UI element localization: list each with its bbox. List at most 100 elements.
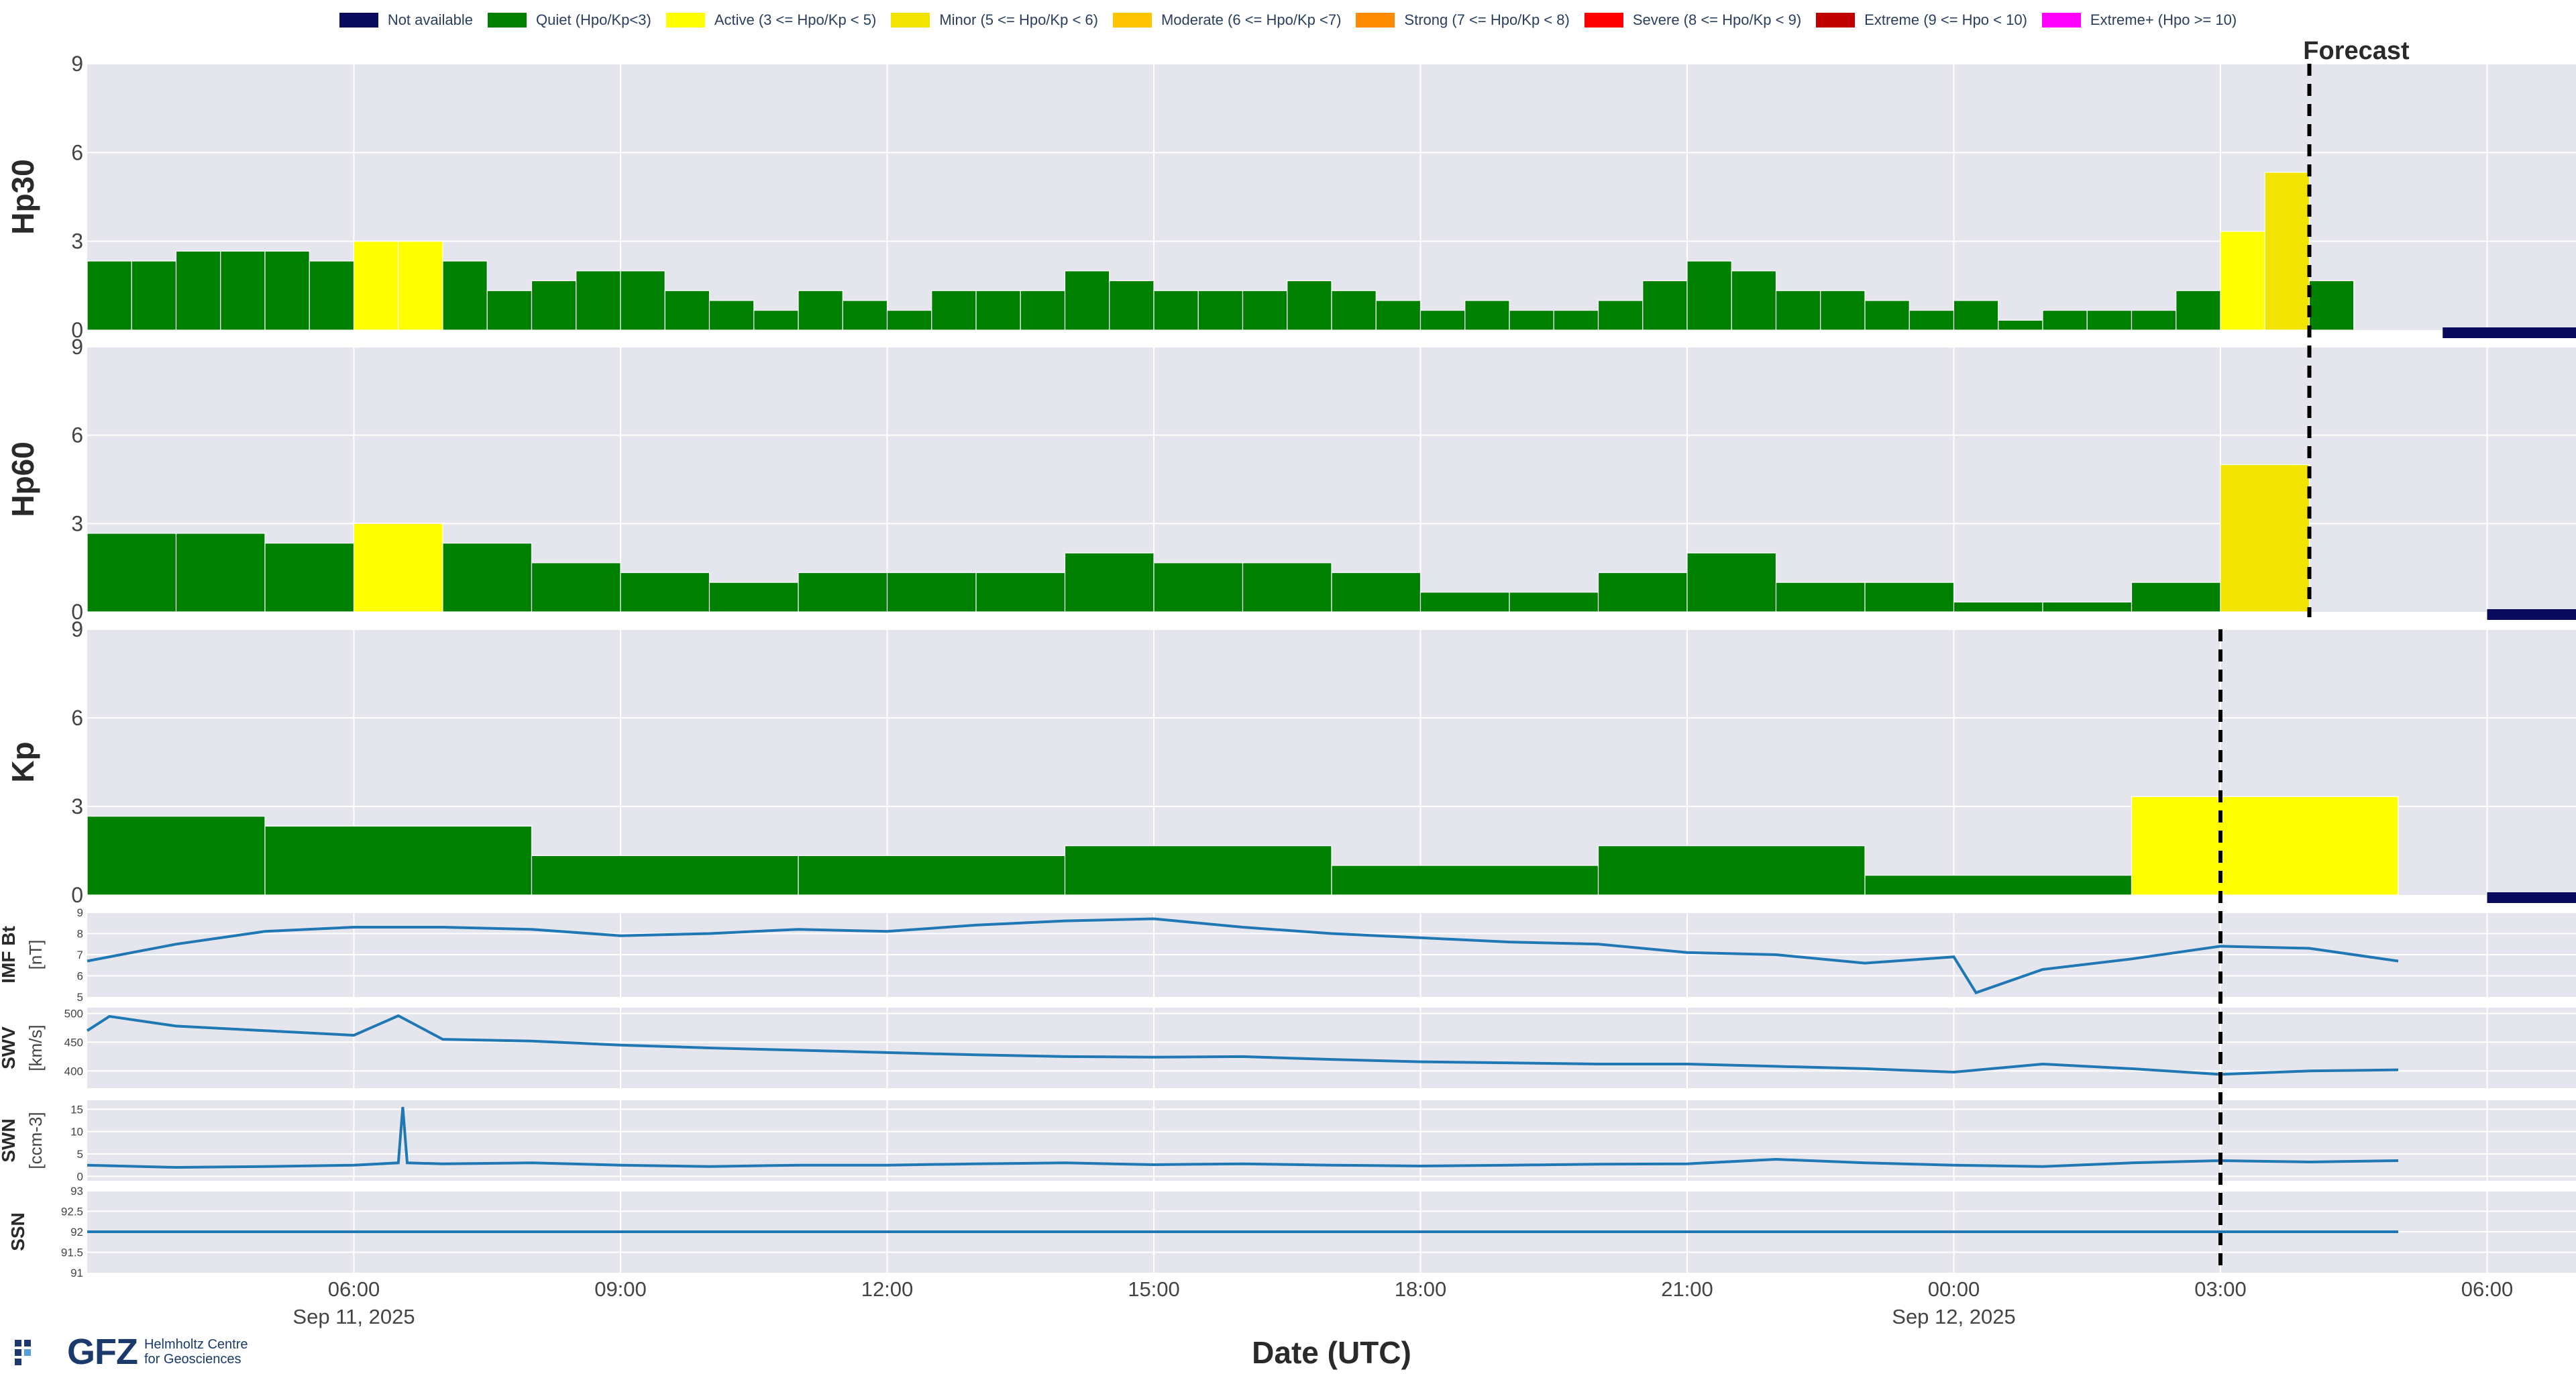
legend-item[interactable]: Moderate (6 <= Hpo/Kp <7) bbox=[1112, 11, 1342, 29]
y-axis-title: IMF Bt bbox=[0, 926, 19, 984]
series-line bbox=[87, 1106, 2399, 1169]
panel-background bbox=[87, 1100, 2576, 1181]
bar bbox=[842, 300, 888, 331]
y-axis-unit: [nT] bbox=[25, 940, 46, 970]
y-tick-label: 6 bbox=[71, 706, 83, 730]
panel-background bbox=[87, 1008, 2576, 1088]
legend-swatch bbox=[1356, 13, 1395, 28]
bar bbox=[1331, 572, 1421, 613]
bar bbox=[309, 260, 355, 331]
bar bbox=[2131, 796, 2399, 896]
legend-item[interactable]: Quiet (Hpo/Kp<3) bbox=[488, 11, 651, 29]
legend-item[interactable]: Not available bbox=[339, 11, 473, 29]
bar bbox=[1820, 290, 1866, 331]
y-tick-label: 9 bbox=[71, 617, 83, 641]
legend-item[interactable]: Minor (5 <= Hpo/Kp < 6) bbox=[891, 11, 1098, 29]
gfz-logo-mark-icon bbox=[15, 1340, 31, 1365]
bar bbox=[1731, 270, 1777, 331]
bar bbox=[2308, 280, 2355, 331]
bar bbox=[1953, 300, 1999, 331]
x-tick-label: 12:00 bbox=[861, 1277, 914, 1301]
bar bbox=[798, 290, 843, 331]
bar bbox=[220, 250, 266, 331]
bar bbox=[1064, 845, 1332, 896]
legend-swatch bbox=[891, 13, 930, 28]
legend-swatch bbox=[488, 13, 527, 28]
bar bbox=[1597, 572, 1688, 613]
y-axis-unit: [km/s] bbox=[25, 1024, 46, 1071]
x-tick-label: 09:00 bbox=[594, 1277, 647, 1301]
legend: Not available Quiet (Hpo/Kp<3) Active (3 <… bbox=[0, 7, 2576, 34]
bar bbox=[398, 241, 443, 331]
bar bbox=[87, 816, 266, 896]
series-line bbox=[87, 917, 2399, 995]
bar bbox=[1419, 592, 1510, 613]
panel-imf-bt: 5 6 7 8 9 IMF Bt [nT] bbox=[0, 906, 2576, 1004]
legend-swatch bbox=[1112, 13, 1152, 28]
y-tick-label: 5 bbox=[77, 1148, 83, 1161]
bar bbox=[975, 572, 1066, 613]
legend-swatch bbox=[2041, 13, 2081, 28]
legend-swatch bbox=[665, 13, 705, 28]
bar bbox=[531, 855, 799, 896]
y-tick-label: 5 bbox=[77, 991, 83, 1004]
y-tick-label: 15 bbox=[70, 1103, 83, 1116]
bar bbox=[1775, 290, 1821, 331]
y-tick-label: 0 bbox=[71, 600, 83, 624]
bar bbox=[264, 825, 533, 896]
y-tick-label: 500 bbox=[64, 1008, 83, 1020]
logo-subtitle-line2: for Geosciences bbox=[144, 1352, 241, 1367]
legend-swatch bbox=[1584, 13, 1623, 28]
bar bbox=[2042, 601, 2133, 613]
bar bbox=[1775, 582, 1866, 613]
bar bbox=[1153, 290, 1199, 331]
bar bbox=[2176, 290, 2221, 331]
legend-label: Moderate (6 <= Hpo/Kp <7) bbox=[1161, 11, 1342, 28]
y-tick-label: 91 bbox=[70, 1267, 83, 1279]
y-tick-label: 3 bbox=[71, 229, 83, 254]
bar bbox=[931, 290, 977, 331]
legend-swatch bbox=[339, 13, 378, 28]
y-tick-label: 6 bbox=[71, 140, 83, 164]
not-available-bar bbox=[2487, 892, 2576, 903]
y-tick-label: 8 bbox=[77, 928, 83, 941]
legend-label: Minor (5 <= Hpo/Kp < 6) bbox=[939, 11, 1098, 28]
y-axis-title: SWV bbox=[0, 1026, 19, 1069]
bar bbox=[1597, 300, 1644, 331]
x-tick-label: 00:00 bbox=[1928, 1277, 1980, 1301]
x-axis-title: Date (UTC) bbox=[1252, 1335, 1411, 1370]
bar bbox=[798, 855, 1066, 896]
bar bbox=[708, 582, 799, 613]
legend-item[interactable]: Strong (7 <= Hpo/Kp < 8) bbox=[1356, 11, 1570, 29]
bar bbox=[886, 309, 932, 331]
legend-item[interactable]: Severe (8 <= Hpo/Kp < 9) bbox=[1584, 11, 1801, 29]
bar bbox=[1686, 552, 1777, 613]
bar bbox=[87, 260, 132, 331]
bar bbox=[2086, 309, 2133, 331]
legend-item[interactable]: Extreme (9 <= Hpo < 10) bbox=[1816, 11, 2027, 29]
y-tick-label: 0 bbox=[71, 883, 83, 907]
x-tick-label: 06:00 bbox=[2461, 1277, 2514, 1301]
y-tick-label: 91.5 bbox=[61, 1247, 83, 1259]
not-available-bar bbox=[2443, 327, 2576, 338]
y-axis-title: SSN bbox=[7, 1212, 28, 1251]
bar bbox=[531, 280, 577, 331]
y-axis-unit: [ccm-3] bbox=[25, 1112, 46, 1169]
bar bbox=[1864, 875, 2133, 896]
y-tick-label: 450 bbox=[64, 1036, 83, 1049]
bar bbox=[1242, 290, 1288, 331]
bar bbox=[442, 260, 488, 331]
bar bbox=[2220, 231, 2265, 331]
x-tick-date: Sep 12, 2025 bbox=[1892, 1305, 2015, 1328]
legend-item[interactable]: Active (3 <= Hpo/Kp < 5) bbox=[665, 11, 877, 29]
bar bbox=[1509, 309, 1554, 331]
bar bbox=[442, 543, 533, 613]
bar bbox=[2042, 309, 2088, 331]
y-tick-label: 92 bbox=[70, 1226, 83, 1238]
legend-item[interactable]: Extreme+ (Hpo >= 10) bbox=[2041, 11, 2237, 29]
y-axis-title: Hp30 bbox=[5, 159, 40, 234]
legend-label: Active (3 <= Hpo/Kp < 5) bbox=[714, 11, 877, 28]
panel-swv: 400 450 500 SWV [km/s] bbox=[0, 1008, 2576, 1088]
forecast-label: Forecast bbox=[2303, 37, 2410, 65]
bar bbox=[2131, 582, 2221, 613]
